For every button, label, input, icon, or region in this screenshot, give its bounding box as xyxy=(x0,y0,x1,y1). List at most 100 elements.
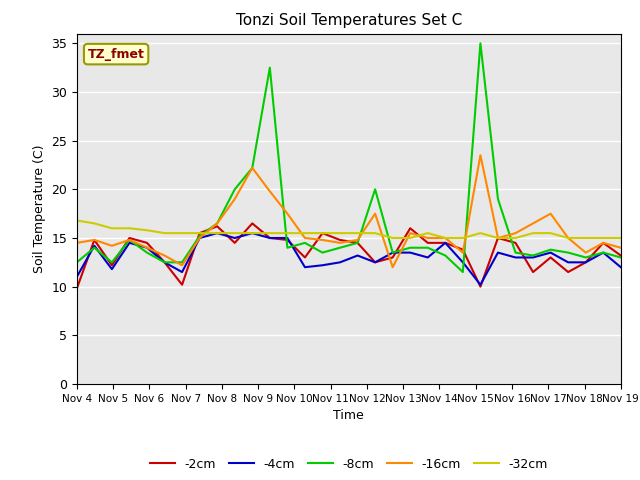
-32cm xyxy=(161,230,168,236)
-4cm xyxy=(301,264,308,270)
Text: TZ_fmet: TZ_fmet xyxy=(88,48,145,60)
-2cm xyxy=(617,252,625,258)
-8cm xyxy=(161,260,168,265)
-2cm xyxy=(477,284,484,289)
-4cm xyxy=(90,243,98,249)
-8cm xyxy=(389,250,397,255)
Line: -8cm: -8cm xyxy=(77,43,621,272)
-16cm xyxy=(196,235,204,241)
-2cm xyxy=(161,260,168,265)
-16cm xyxy=(442,235,449,241)
-16cm xyxy=(494,235,502,241)
-16cm xyxy=(336,240,344,246)
-16cm xyxy=(389,264,397,270)
-8cm xyxy=(424,245,431,251)
-2cm xyxy=(284,237,291,243)
-16cm xyxy=(161,252,168,258)
-16cm xyxy=(424,235,431,241)
-4cm xyxy=(266,235,274,241)
-8cm xyxy=(266,65,274,71)
-4cm xyxy=(600,250,607,255)
-2cm xyxy=(248,220,256,226)
-2cm xyxy=(196,230,204,236)
-2cm xyxy=(179,282,186,288)
-2cm xyxy=(459,247,467,252)
-16cm xyxy=(529,220,537,226)
-32cm xyxy=(354,230,362,236)
-32cm xyxy=(371,230,379,236)
-32cm xyxy=(179,230,186,236)
-4cm xyxy=(494,250,502,255)
-2cm xyxy=(371,260,379,265)
-2cm xyxy=(90,237,98,243)
-8cm xyxy=(529,252,537,258)
-4cm xyxy=(213,230,221,236)
-32cm xyxy=(143,228,151,233)
-2cm xyxy=(213,224,221,229)
-16cm xyxy=(600,240,607,246)
-8cm xyxy=(511,250,519,255)
-8cm xyxy=(248,165,256,171)
Title: Tonzi Soil Temperatures Set C: Tonzi Soil Temperatures Set C xyxy=(236,13,462,28)
-32cm xyxy=(600,235,607,241)
-32cm xyxy=(213,230,221,236)
-8cm xyxy=(179,260,186,265)
Line: -2cm: -2cm xyxy=(77,223,621,288)
-32cm xyxy=(196,230,204,236)
-8cm xyxy=(354,240,362,246)
-8cm xyxy=(442,252,449,258)
-32cm xyxy=(336,230,344,236)
-4cm xyxy=(406,250,414,255)
-8cm xyxy=(600,250,607,255)
-32cm xyxy=(389,235,397,241)
-2cm xyxy=(442,240,449,246)
-32cm xyxy=(266,230,274,236)
-32cm xyxy=(494,235,502,241)
-8cm xyxy=(564,250,572,255)
-32cm xyxy=(406,235,414,241)
-16cm xyxy=(406,230,414,236)
-32cm xyxy=(477,230,484,236)
-16cm xyxy=(125,237,133,243)
-16cm xyxy=(179,263,186,268)
-8cm xyxy=(582,254,589,260)
-32cm xyxy=(108,226,116,231)
-8cm xyxy=(196,233,204,239)
-4cm xyxy=(477,282,484,288)
-32cm xyxy=(564,235,572,241)
-16cm xyxy=(459,250,467,255)
-4cm xyxy=(319,263,326,268)
Y-axis label: Soil Temperature (C): Soil Temperature (C) xyxy=(33,144,45,273)
-2cm xyxy=(511,240,519,246)
-8cm xyxy=(336,245,344,251)
-2cm xyxy=(125,235,133,241)
-32cm xyxy=(547,230,554,236)
-2cm xyxy=(319,230,326,236)
-4cm xyxy=(529,254,537,260)
-4cm xyxy=(73,274,81,280)
-2cm xyxy=(494,235,502,241)
Line: -16cm: -16cm xyxy=(77,155,621,267)
-2cm xyxy=(143,240,151,246)
-32cm xyxy=(248,230,256,236)
-8cm xyxy=(301,240,308,246)
-16cm xyxy=(90,237,98,243)
-8cm xyxy=(477,40,484,46)
-8cm xyxy=(547,247,554,252)
-2cm xyxy=(231,240,239,246)
-2cm xyxy=(389,254,397,260)
-4cm xyxy=(459,260,467,265)
-8cm xyxy=(125,237,133,243)
-32cm xyxy=(442,235,449,241)
-4cm xyxy=(196,235,204,241)
-16cm xyxy=(564,235,572,241)
-16cm xyxy=(266,188,274,194)
-32cm xyxy=(319,230,326,236)
X-axis label: Time: Time xyxy=(333,409,364,422)
-16cm xyxy=(301,235,308,241)
-2cm xyxy=(424,240,431,246)
-32cm xyxy=(529,230,537,236)
-4cm xyxy=(511,254,519,260)
-8cm xyxy=(231,186,239,192)
-8cm xyxy=(90,245,98,251)
